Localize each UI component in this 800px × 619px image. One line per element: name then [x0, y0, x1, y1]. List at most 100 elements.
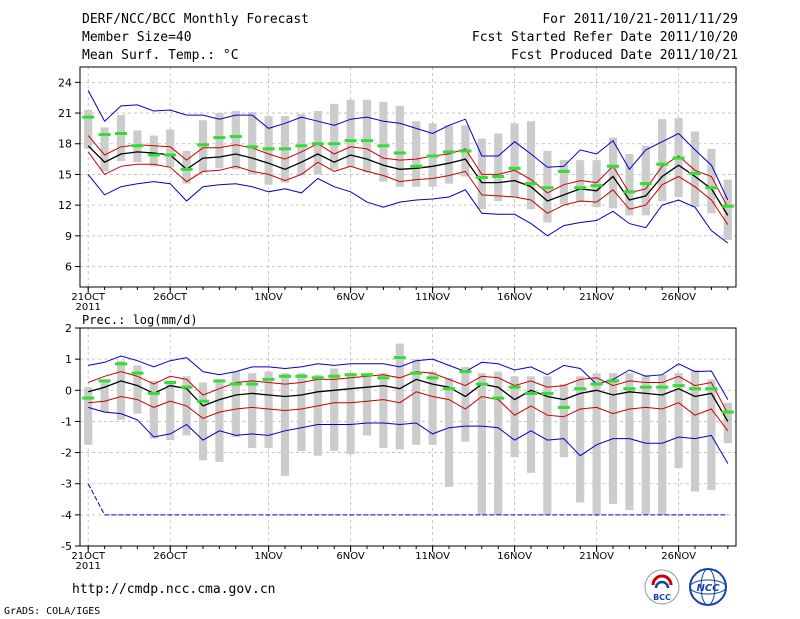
- ensemble-marker: [229, 135, 242, 139]
- ensemble-box: [723, 402, 732, 444]
- ensemble-marker: [672, 384, 685, 388]
- series-line-upper: [88, 371, 729, 414]
- ensemble-box: [690, 370, 700, 492]
- series-line-upper: [87, 135, 729, 208]
- y-tick-label: 24: [58, 76, 72, 89]
- ensemble-marker: [475, 382, 488, 386]
- ensemble-box: [412, 359, 421, 445]
- ensemble-marker: [82, 396, 95, 400]
- ensemble-marker: [426, 154, 439, 158]
- ensemble-box: [625, 373, 634, 511]
- ensemble-box: [149, 135, 158, 167]
- ensemble-box: [461, 366, 470, 442]
- ensemble-marker: [393, 356, 406, 360]
- ensemble-marker: [328, 142, 341, 146]
- ensemble-box: [477, 373, 486, 515]
- ensemble-marker: [164, 381, 177, 384]
- ensemble-box: [166, 382, 175, 441]
- y-tick-label: 1: [65, 353, 72, 366]
- ensemble-marker: [492, 396, 505, 400]
- x-tick-label: 21OCT: [71, 551, 106, 562]
- ensemble-box: [707, 379, 716, 490]
- ensemble-marker: [147, 153, 160, 157]
- ensemble-marker: [639, 182, 652, 186]
- ensemble-box: [198, 382, 208, 461]
- series-line-min: [87, 174, 729, 244]
- y-tick-label: 2: [65, 322, 72, 335]
- ensemble-marker: [426, 376, 439, 380]
- x-tick-label: 21NOV: [579, 551, 614, 562]
- ensemble-marker: [279, 374, 291, 378]
- ensemble-box: [494, 133, 503, 202]
- x-tick-label: 11NOV: [415, 292, 450, 303]
- source-url[interactable]: http://cmdp.ncc.cma.gov.cn: [72, 582, 276, 597]
- ensemble-box: [559, 384, 568, 458]
- ensemble-box: [280, 373, 290, 476]
- plot-frame: [79, 66, 737, 288]
- ensemble-box: [690, 131, 700, 208]
- ensemble-box: [526, 121, 536, 210]
- ensemble-marker: [295, 374, 308, 378]
- ncc-logo: NCC: [689, 568, 727, 606]
- ensemble-marker: [508, 166, 521, 170]
- grads-credit: GrADS: COLA/IGES: [4, 606, 101, 617]
- ensemble-marker: [98, 133, 111, 137]
- ensemble-marker: [557, 405, 570, 409]
- x-tick-label: 26NOV: [661, 551, 696, 562]
- ensemble-marker: [82, 115, 95, 119]
- x-tick-label: 16NOV: [497, 292, 532, 303]
- ensemble-box: [543, 376, 552, 515]
- ensemble-box: [362, 374, 372, 436]
- ensemble-box: [313, 374, 322, 456]
- ensemble-marker: [229, 382, 242, 386]
- ensemble-box: [84, 109, 93, 149]
- ensemble-box: [346, 373, 355, 455]
- ensemble-box: [215, 113, 224, 169]
- ensemble-marker: [180, 385, 193, 389]
- ensemble-marker: [705, 387, 718, 391]
- ensemble-box: [723, 179, 732, 240]
- series-line-lower: [87, 151, 729, 225]
- y-tick-label: 15: [58, 168, 72, 181]
- ensemble-box: [116, 115, 126, 162]
- temperature-panel: 6 9 12 15 18 21 24 21OCT 26OCT 1NOV 6NOV 11NOV 16NOV…: [58, 66, 737, 313]
- ensemble-marker: [115, 362, 127, 366]
- y-tick-label: 12: [58, 199, 72, 212]
- bcc-logo: BCC: [644, 569, 680, 605]
- ensemble-marker: [328, 374, 341, 378]
- ensemble-box: [379, 101, 388, 182]
- ensemble-marker: [574, 387, 587, 391]
- ensemble-marker: [410, 164, 423, 168]
- ensemble-box: [395, 343, 404, 450]
- ensemble-box: [625, 153, 634, 216]
- series-line-max: [87, 90, 729, 201]
- ensemble-marker: [98, 379, 111, 383]
- ensemble-box: [330, 103, 339, 170]
- ensemble-box: [166, 129, 175, 168]
- ensemble-box: [100, 379, 109, 413]
- ensemble-marker: [607, 164, 619, 168]
- ensemble-marker: [131, 371, 144, 375]
- ensemble-marker: [590, 382, 603, 386]
- ensemble-box: [231, 111, 240, 170]
- x-tick-label: 6NOV: [336, 551, 365, 562]
- ensemble-marker: [246, 145, 259, 149]
- ensemble-box: [297, 373, 306, 452]
- ensemble-box: [215, 379, 224, 462]
- ensemble-box: [362, 99, 372, 173]
- ensemble-marker: [508, 385, 521, 389]
- series-line-lower: [88, 391, 729, 432]
- ensemble-marker: [525, 182, 537, 186]
- ensemble-marker: [492, 174, 505, 178]
- bcc-logo-text: BCC: [653, 593, 671, 602]
- ensemble-box: [412, 121, 421, 187]
- member-size: Member Size=40: [82, 30, 192, 45]
- x-tick-label: 21OCT: [71, 292, 106, 303]
- x-tick-label: 26NOV: [661, 292, 696, 303]
- ensemble-box: [133, 365, 142, 414]
- variable-label: Mean Surf. Temp.: °C: [82, 48, 239, 63]
- ensemble-box: [346, 99, 355, 168]
- ensemble-box: [576, 376, 585, 503]
- y-tick-label: -2: [61, 447, 72, 460]
